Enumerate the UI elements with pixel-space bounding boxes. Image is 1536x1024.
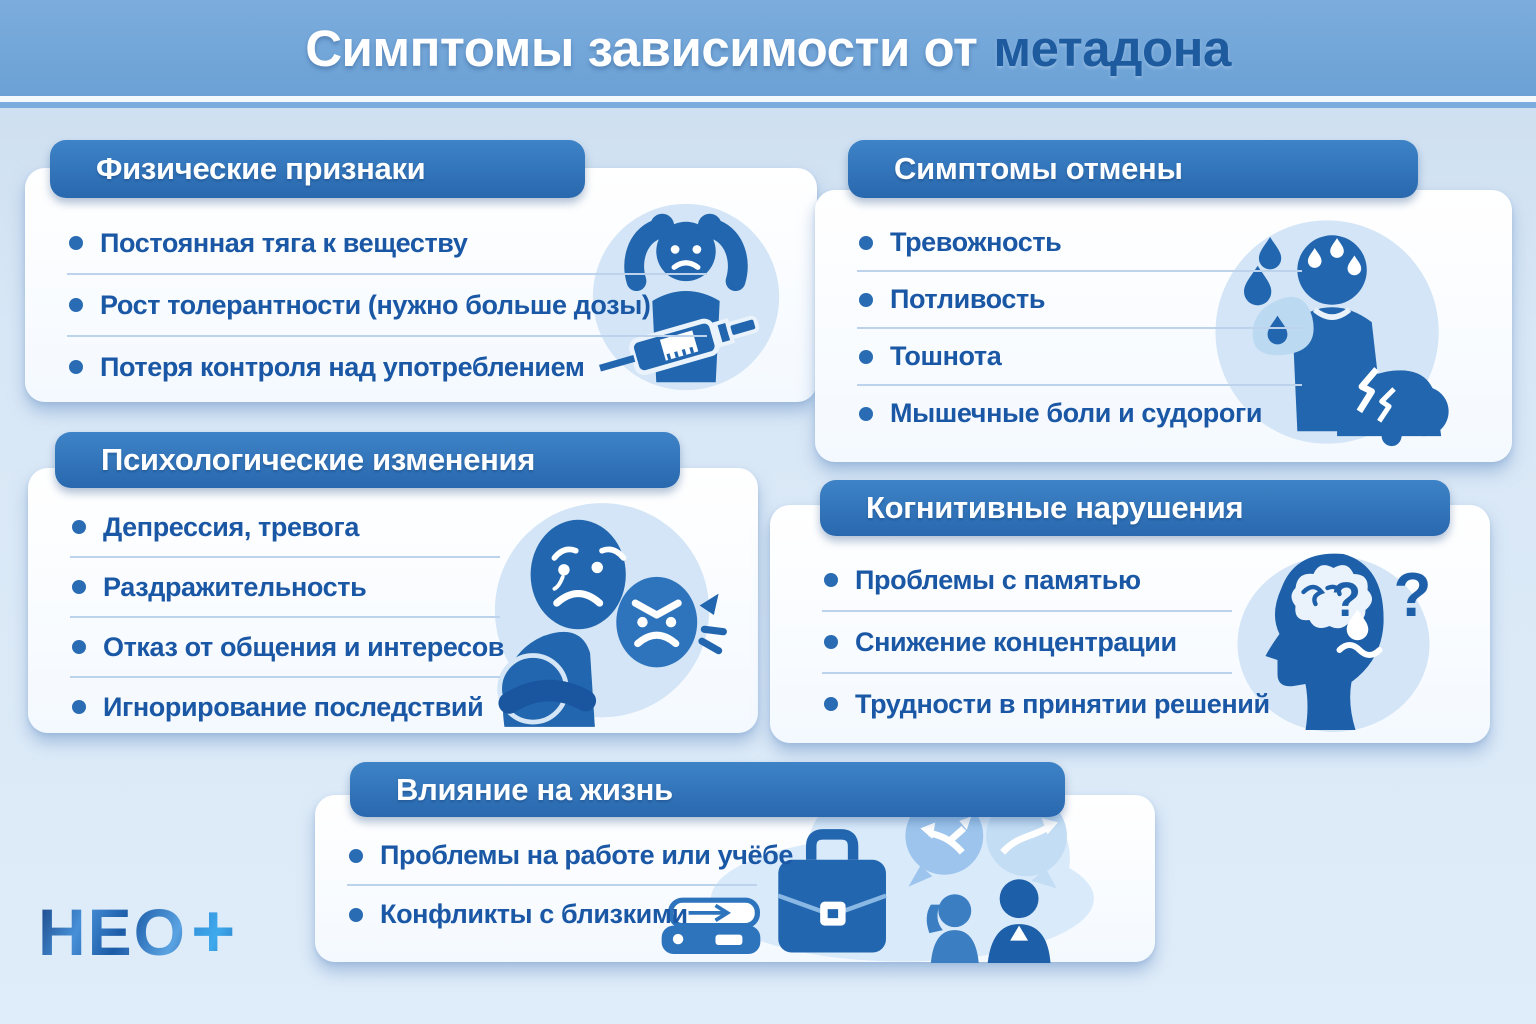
head-brain-question-icon: ? ? [1215, 540, 1460, 740]
card-title: Влияние на жизнь [396, 771, 673, 807]
list-item: Трудности в принятии решений [822, 674, 1270, 734]
header-divider-white [0, 96, 1536, 102]
bullet-dot-icon [859, 406, 873, 421]
list-item: Рост толерантности (нужно больше дозы) [67, 275, 707, 337]
list-item: Тревожность [857, 215, 1302, 272]
list-item: Раздражительность [70, 558, 500, 618]
list-item: Снижение концентрации [822, 612, 1232, 674]
sweating-nausea-person-icon [1202, 208, 1477, 456]
card-cognitive-title-pill: Когнитивные нарушения [820, 480, 1450, 536]
list-item: Тошнота [857, 329, 1302, 386]
svg-text:?: ? [1394, 561, 1432, 630]
sad-angry-faces-icon [468, 496, 736, 734]
bullet-dot-icon [824, 697, 838, 711]
brand-logo-text: НЕО [38, 894, 188, 969]
header-divider-blue [0, 102, 1536, 108]
card-psychological-changes: Психологические изменения Депрессия, тре… [28, 432, 758, 736]
list-item: Потеря контроля над употреблением [67, 337, 707, 397]
card-life-impact: Влияние на жизнь Проблемы на работе или … [315, 762, 1155, 963]
bullet-dot-icon [69, 298, 83, 312]
card-physical-title-pill: Физические признаки [50, 140, 585, 198]
card-title: Психологические изменения [101, 442, 536, 477]
bullet-dot-icon [859, 349, 873, 364]
symptom-list: Проблемы на работе или учёбе Конфликты с… [347, 827, 793, 943]
list-item: Мышечные боли и судороги [857, 386, 1302, 441]
symptom-list: Проблемы с памятью Снижение концентрации… [822, 550, 1270, 734]
card-physical-signs: Физические признаки Постоянная тяга к ве… [25, 140, 817, 402]
list-item: Игнорирование последствий [70, 678, 500, 736]
bullet-dot-icon [349, 907, 363, 922]
work-conflict-icon [637, 791, 1123, 963]
bullet-dot-icon [859, 235, 873, 250]
card-title: Физические признаки [96, 151, 426, 186]
card-life-title-pill: Влияние на жизнь [350, 762, 1065, 817]
card-cognitive-impairments: Когнитивные нарушения Проблемы с памятью… [770, 480, 1490, 743]
bullet-dot-icon [72, 520, 86, 534]
page-title-highlight: метадона [993, 19, 1231, 77]
bullet-dot-icon [72, 640, 86, 654]
list-item: Потливость [857, 272, 1302, 329]
bullet-dot-icon [824, 635, 838, 649]
bullet-dot-icon [69, 360, 83, 374]
symptom-list: Тревожность Потливость Тошнота Мышечные … [857, 215, 1302, 441]
symptom-list: Депрессия, тревога Раздражительность Отк… [70, 498, 504, 736]
bullet-dot-icon [69, 236, 83, 250]
bullet-dot-icon [824, 573, 838, 587]
list-item: Проблемы на работе или учёбе [347, 827, 793, 886]
list-item: Конфликты с близкими [347, 886, 757, 943]
brand-logo: НЕО + [38, 888, 237, 975]
card-withdrawal-symptoms: Симптомы отмены Тревожность Потливость Т… [815, 140, 1512, 462]
symptom-list: Постоянная тяга к веществу Рост толерант… [67, 213, 707, 397]
list-item: Отказ от общения и интересов [70, 618, 504, 678]
brand-logo-plus-icon: + [191, 889, 238, 974]
bullet-dot-icon [72, 580, 86, 594]
page-title: Симптомы зависимости от метадона [0, 0, 1536, 96]
list-item: Проблемы с памятью [822, 550, 1232, 612]
list-item: Депрессия, тревога [70, 498, 500, 558]
header-band [0, 0, 1536, 96]
card-psychological-title-pill: Психологические изменения [55, 432, 680, 488]
bullet-dot-icon [72, 700, 86, 714]
list-item: Постоянная тяга к веществу [67, 213, 707, 275]
card-title: Симптомы отмены [894, 151, 1183, 186]
card-title: Когнитивные нарушения [866, 490, 1244, 525]
bullet-dot-icon [349, 848, 363, 863]
bullet-dot-icon [859, 292, 873, 307]
card-withdrawal-title-pill: Симптомы отмены [848, 140, 1418, 198]
page-title-prefix: Симптомы зависимости от [305, 19, 978, 77]
